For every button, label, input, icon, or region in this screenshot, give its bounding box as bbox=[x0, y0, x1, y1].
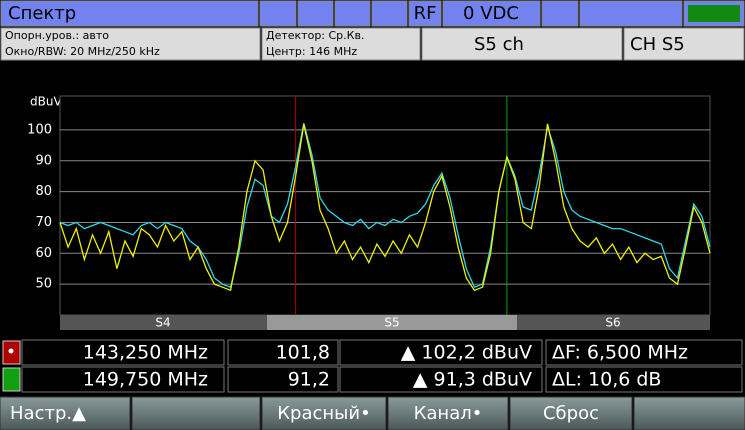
button[interactable] bbox=[387, 396, 509, 430]
info-row bbox=[0, 27, 745, 61]
detector: Детектор: Ср.Кв. bbox=[266, 29, 364, 42]
button-label[interactable]: Настр.▲ bbox=[10, 403, 86, 424]
cell bbox=[339, 339, 543, 366]
screen-title: Спектр bbox=[8, 3, 76, 24]
plot: 50 60 70 80 90 100 bbox=[27, 95, 711, 316]
y-axis-label: dBuV bbox=[30, 95, 62, 109]
voltage: 0 VDC bbox=[463, 3, 519, 24]
title-box bbox=[0, 0, 259, 27]
channel-name: CH S5 bbox=[630, 34, 685, 55]
delta: ΔF: 6,500 MHz bbox=[552, 342, 688, 364]
cell bbox=[21, 339, 225, 366]
button[interactable] bbox=[0, 396, 131, 430]
band bbox=[267, 315, 517, 330]
info-cell bbox=[261, 27, 421, 61]
info-cell bbox=[623, 27, 745, 61]
marker-level: 91,2 bbox=[288, 369, 330, 391]
box bbox=[259, 0, 297, 27]
button-label[interactable]: Сброс bbox=[543, 403, 599, 424]
cell bbox=[545, 366, 743, 393]
button-label[interactable]: Канал• bbox=[414, 403, 483, 424]
box bbox=[297, 0, 334, 27]
box bbox=[334, 0, 371, 27]
voltage-box bbox=[442, 0, 541, 27]
box bbox=[541, 0, 579, 27]
y-tick-label: 100 bbox=[27, 122, 52, 137]
marker-max: ▲ 91,3 dBuV bbox=[413, 369, 532, 391]
center: Центр: 146 MHz bbox=[266, 45, 357, 58]
rf-box bbox=[408, 0, 442, 27]
delta: ΔL: 10,6 dB bbox=[552, 369, 661, 391]
status-indicator bbox=[688, 5, 740, 22]
band-label: S5 bbox=[384, 316, 399, 330]
rf-label: RF bbox=[414, 3, 437, 24]
button[interactable] bbox=[261, 396, 387, 430]
marker-max: ▲ 102,2 dBuV bbox=[401, 342, 532, 364]
button[interactable] bbox=[131, 396, 261, 430]
band-label: S6 bbox=[605, 316, 620, 330]
cell bbox=[227, 366, 339, 393]
band-label: S4 bbox=[155, 316, 170, 330]
cell bbox=[545, 339, 743, 366]
marker-icon bbox=[2, 367, 21, 392]
y-tick-label: 90 bbox=[35, 153, 52, 168]
band bbox=[60, 315, 267, 330]
plot-area bbox=[59, 95, 711, 316]
cell bbox=[21, 366, 225, 393]
trace bbox=[59, 123, 711, 292]
ref-level: Опорн.уров.: авто bbox=[5, 29, 109, 42]
button[interactable] bbox=[633, 396, 745, 430]
marker-dot bbox=[8, 348, 14, 354]
cell bbox=[339, 366, 543, 393]
box bbox=[579, 0, 683, 27]
box bbox=[371, 0, 408, 27]
y-tick-label: 60 bbox=[35, 246, 52, 261]
cell bbox=[227, 339, 339, 366]
window: Окно/RBW: 20 MHz/250 kHz bbox=[5, 45, 160, 58]
band bbox=[517, 315, 710, 330]
band-bar: S4 S5 S6 bbox=[60, 315, 710, 330]
trace bbox=[59, 122, 711, 289]
button-label[interactable]: Красный• bbox=[277, 403, 370, 424]
top-bar bbox=[0, 0, 745, 27]
y-tick-label: 80 bbox=[35, 184, 52, 199]
channel: S5 ch bbox=[474, 34, 524, 55]
marker-level: 101,8 bbox=[276, 342, 330, 364]
info-cell bbox=[0, 27, 261, 61]
y-tick-label: 70 bbox=[35, 215, 52, 230]
button-bar bbox=[0, 396, 745, 430]
info-cell bbox=[421, 27, 623, 61]
readouts bbox=[21, 339, 743, 393]
y-tick-label: 50 bbox=[35, 277, 52, 292]
marker-frequency: 143,250 MHz bbox=[83, 342, 208, 364]
marker-frequency: 149,750 MHz bbox=[83, 369, 208, 391]
button[interactable] bbox=[509, 396, 633, 430]
